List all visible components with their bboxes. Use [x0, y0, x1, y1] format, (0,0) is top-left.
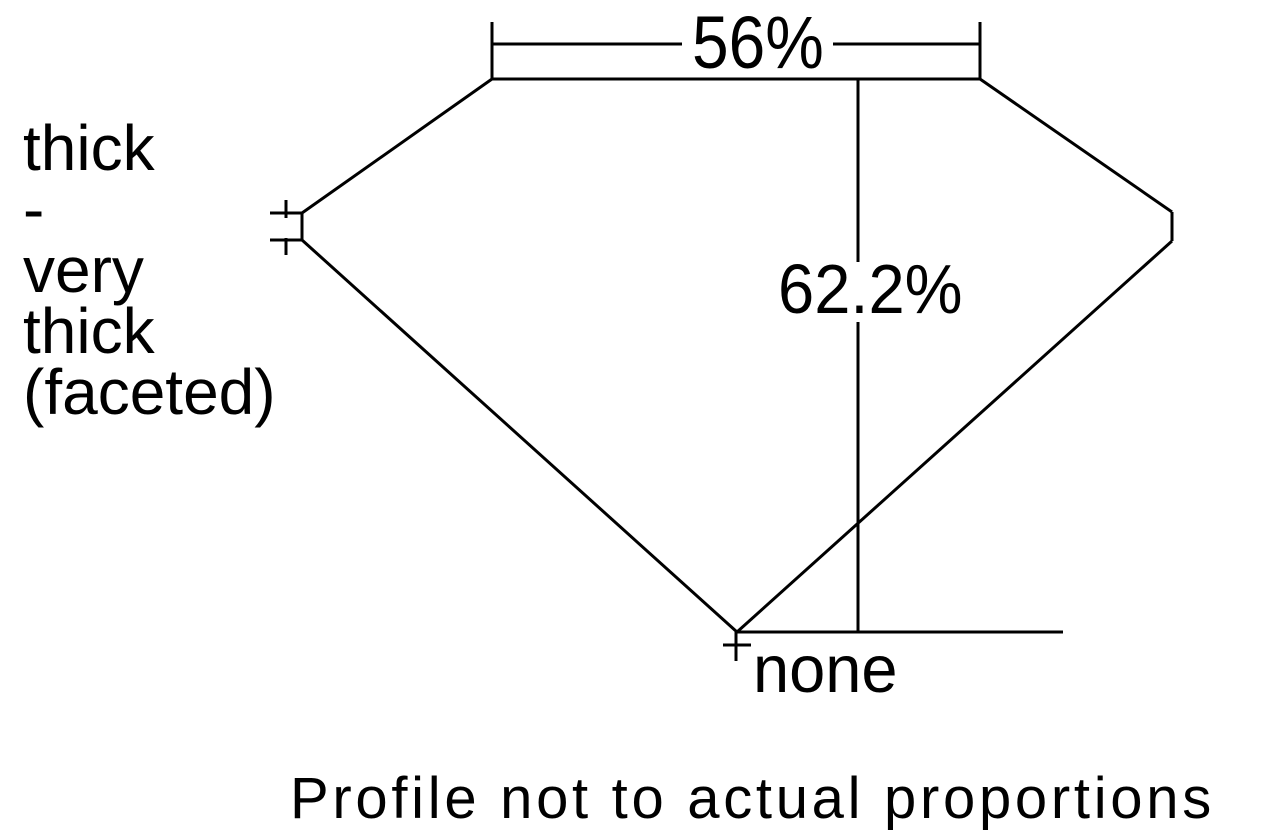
girdle-label-line-4: thick — [23, 295, 156, 367]
girdle-label-line-2: - — [23, 173, 44, 245]
girdle-label-line-1: thick — [23, 112, 156, 184]
table-percentage-label: 56% — [692, 1, 824, 83]
crown-facet-right — [979, 77, 1173, 214]
crown-facet-left — [301, 77, 493, 215]
girdle-thickness-label: thick - very thick (faceted) — [23, 112, 276, 428]
pavilion-facet-right — [735, 239, 1174, 634]
culet-label: none — [753, 631, 898, 706]
girdle-label-line-5: (faceted) — [23, 356, 276, 428]
girdle-label-line-3: very — [23, 234, 144, 306]
depth-percentage-label: 62.2% — [778, 251, 963, 329]
caption: Profile not to actual proportions — [290, 766, 1215, 831]
pavilion-facet-left — [300, 238, 739, 634]
